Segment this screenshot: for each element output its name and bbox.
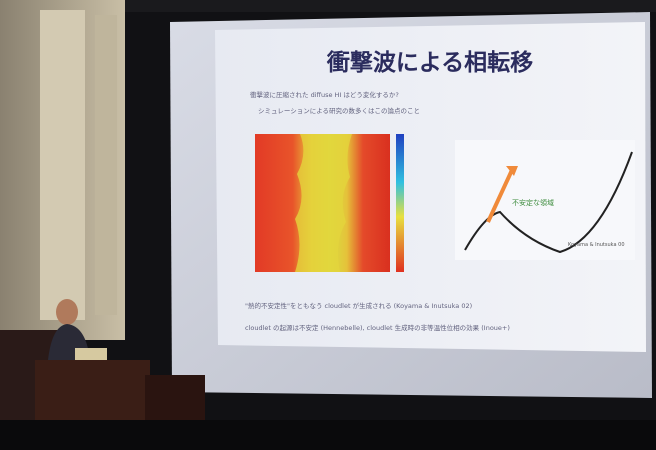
plot-caption: Koyama & Inutsuka 00 bbox=[568, 242, 625, 248]
plot-area bbox=[455, 140, 635, 260]
ceiling bbox=[125, 0, 656, 12]
plot-label: 不安定な領域 bbox=[512, 198, 554, 207]
speaker-head bbox=[56, 299, 78, 325]
arrow-head bbox=[506, 166, 518, 176]
bullet: "熱的不安定性"をともなう cloudlet が生成される (Koyama & … bbox=[245, 301, 472, 310]
colorbar bbox=[396, 134, 404, 272]
slide-title: 衝撃波による相転移 bbox=[326, 49, 533, 76]
bullet: cloudlet の起源は不安定 (Hennebelle), cloudlet … bbox=[245, 323, 510, 332]
wall-panel bbox=[95, 15, 117, 315]
bullet: 衝撃波に圧縮された diffuse HI はどう変化するか? bbox=[250, 90, 399, 99]
heatmap-band bbox=[295, 134, 352, 272]
wall-panel bbox=[40, 10, 85, 320]
laptop bbox=[75, 348, 107, 362]
floor bbox=[0, 420, 656, 450]
bullet: シミュレーションによる研究の数多くはこの論点のこと bbox=[258, 106, 420, 115]
arrow bbox=[486, 169, 514, 223]
